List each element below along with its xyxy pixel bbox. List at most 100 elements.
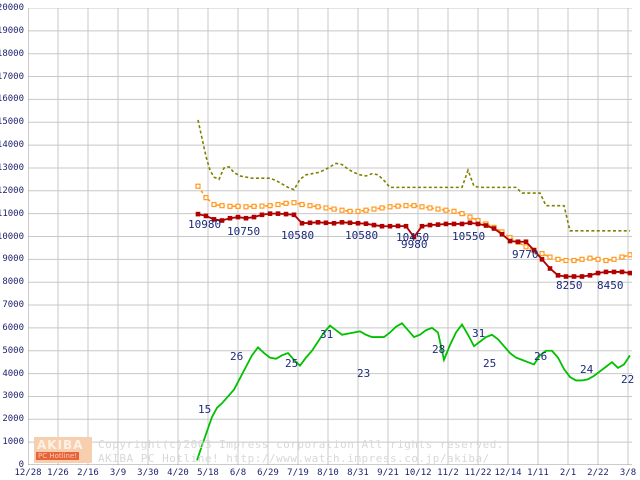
data-marker (291, 200, 297, 206)
data-marker (379, 223, 385, 229)
x-tick-label: 7/19 (287, 468, 309, 478)
green-series-value-label: 26 (230, 350, 244, 363)
y-tick-label: 7000 (2, 300, 24, 311)
y-tick-label: 16000 (0, 94, 24, 105)
data-marker (531, 247, 537, 253)
data-marker (571, 274, 577, 279)
x-tick-label: 9/21 (377, 468, 399, 478)
green-series-value-label: 25 (483, 357, 497, 370)
data-marker (475, 221, 481, 227)
data-marker (443, 221, 449, 227)
x-tick-label: 10/12 (404, 468, 432, 478)
green-series-value-label: 22 (621, 373, 635, 386)
red-series-value-label: 10450 (396, 231, 430, 244)
x-tick-label: 5/18 (197, 468, 219, 478)
x-tick-label: 2/1 (559, 468, 577, 478)
x-tick-label: 8/31 (347, 468, 369, 478)
red-series-value-label: 9980 (401, 238, 428, 251)
data-marker (275, 211, 281, 216)
data-marker (571, 257, 577, 264)
data-marker (339, 207, 345, 213)
data-marker (603, 269, 609, 275)
x-tick-label: 11/2 (437, 468, 459, 478)
data-marker (539, 257, 545, 262)
data-marker (299, 201, 305, 208)
data-marker (419, 223, 425, 229)
data-marker (395, 223, 401, 229)
red-series-value-label: 10550 (452, 230, 486, 243)
series-bottom-green-solid (196, 322, 631, 461)
y-tick-label: 11000 (0, 208, 24, 219)
data-marker (203, 195, 209, 201)
y-tick-label: 4000 (2, 368, 24, 379)
data-marker (587, 255, 593, 261)
data-marker (331, 206, 337, 212)
data-marker (235, 203, 241, 209)
akiba-logo-line2: PC Hotline! (36, 452, 80, 460)
data-marker (259, 212, 265, 218)
x-tick-label: 11/22 (464, 468, 492, 478)
data-marker (579, 274, 585, 279)
y-tick-label: 17000 (0, 71, 24, 82)
data-marker (467, 214, 473, 220)
x-tick-label: 1/11 (527, 468, 549, 478)
data-marker (619, 269, 625, 275)
data-marker (451, 221, 457, 227)
data-marker (547, 266, 553, 271)
data-marker (435, 222, 441, 227)
data-marker (523, 244, 529, 250)
plot-area (28, 8, 632, 465)
red-series-value-label: 10580 (281, 229, 315, 242)
green-series-value-label: 23 (357, 367, 371, 380)
series-upper-olive-dashed (197, 119, 630, 232)
data-marker (515, 239, 521, 245)
data-marker (371, 206, 377, 212)
green-series-value-label: 25 (285, 357, 299, 370)
x-tick-label: 8/10 (317, 468, 339, 478)
data-marker (267, 203, 273, 209)
green-series-value-label: 26 (534, 350, 548, 363)
data-marker (435, 206, 441, 212)
data-marker (427, 222, 433, 228)
data-marker (363, 207, 369, 213)
copyright-line: Copyright(c)2003 Impress corporation All… (98, 438, 504, 451)
data-marker (251, 214, 257, 220)
data-marker (547, 254, 553, 260)
green-series-value-label: 15 (198, 403, 212, 416)
data-marker (315, 220, 321, 225)
y-tick-label: 18000 (0, 48, 24, 59)
data-marker (555, 256, 561, 262)
y-tick-label: 19000 (0, 25, 24, 36)
data-marker (211, 217, 217, 222)
data-marker (371, 222, 377, 228)
data-marker (259, 203, 265, 209)
x-tick-label: 3/9 (109, 468, 127, 478)
data-marker (563, 274, 569, 279)
data-marker (555, 273, 561, 278)
x-tick-label: 12/14 (494, 468, 522, 478)
data-marker (611, 269, 617, 275)
x-tick-label: 6/29 (257, 468, 279, 478)
data-marker (195, 183, 201, 189)
data-marker (627, 270, 632, 276)
y-tick-label: 3000 (2, 391, 24, 402)
data-marker (403, 223, 409, 229)
red-series-value-label: 8450 (597, 279, 624, 292)
data-marker (243, 215, 249, 221)
x-tick-label: 3/30 (137, 468, 159, 478)
data-marker (203, 213, 209, 219)
x-tick-label: 4/20 (167, 468, 189, 478)
data-marker (467, 220, 473, 226)
green-series-value-label: 31 (472, 327, 486, 340)
data-marker (459, 211, 465, 217)
data-marker (347, 208, 353, 214)
data-marker (267, 211, 273, 216)
data-marker (307, 203, 313, 209)
data-marker (219, 218, 225, 223)
x-tick-label: 2/22 (587, 468, 609, 478)
green-series-value-label: 24 (580, 363, 594, 376)
data-marker (283, 200, 289, 206)
y-tick-label: 2000 (2, 414, 24, 425)
x-tick-label: 3/8 (619, 468, 637, 478)
